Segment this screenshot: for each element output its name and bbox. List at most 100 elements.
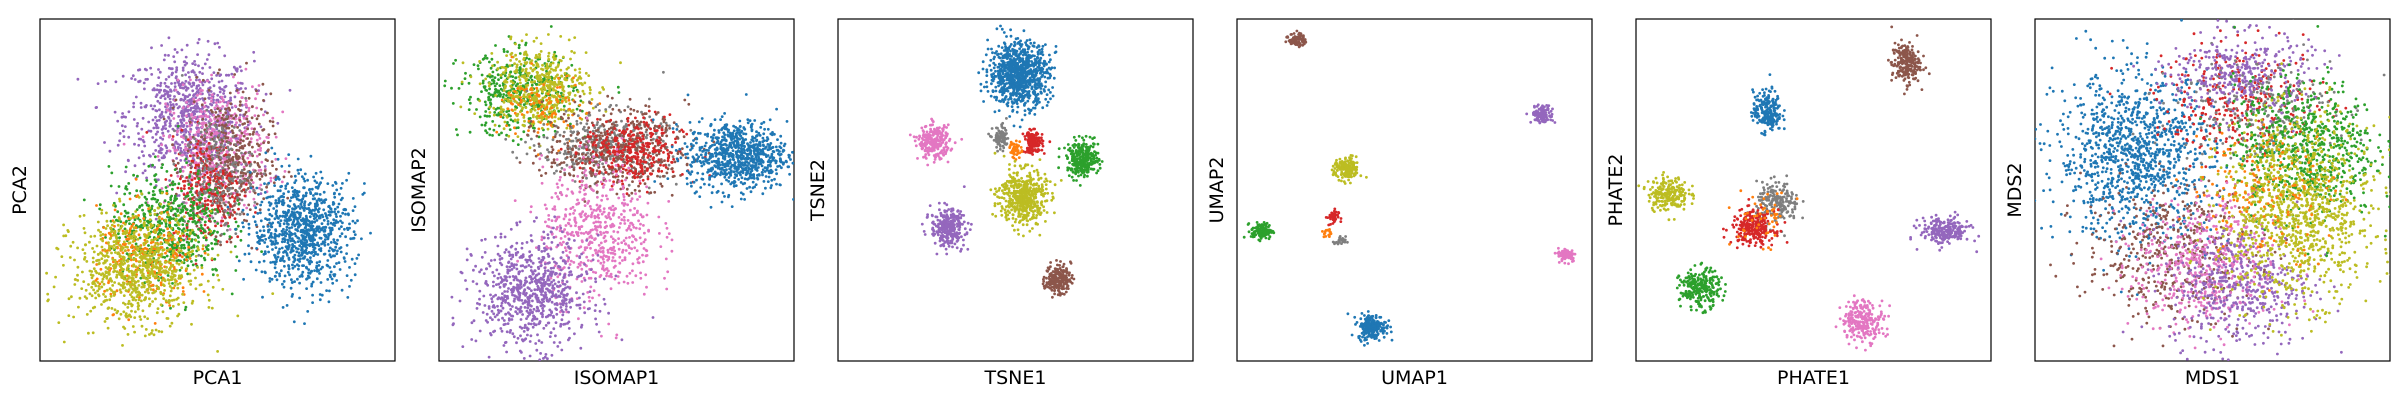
point	[136, 268, 140, 272]
point	[467, 81, 471, 85]
point	[319, 181, 322, 185]
point	[92, 281, 96, 285]
point	[247, 203, 251, 207]
point	[101, 277, 105, 281]
point	[318, 272, 321, 275]
point	[456, 133, 459, 137]
point	[287, 190, 290, 194]
point	[148, 218, 152, 222]
point	[102, 292, 105, 296]
point	[147, 120, 151, 124]
point	[129, 217, 133, 220]
point	[168, 324, 172, 328]
point	[145, 176, 149, 180]
point	[181, 93, 185, 97]
point	[303, 179, 307, 183]
point	[185, 154, 188, 158]
point	[258, 186, 261, 190]
point	[211, 268, 215, 271]
point	[181, 232, 184, 236]
point	[102, 274, 106, 278]
point	[104, 295, 107, 298]
point	[76, 265, 80, 269]
point	[207, 141, 211, 145]
point	[191, 211, 195, 215]
point	[244, 162, 248, 166]
point	[184, 79, 188, 83]
point	[194, 276, 197, 280]
point	[169, 255, 173, 259]
point	[169, 100, 172, 104]
point	[180, 246, 183, 250]
point	[287, 209, 290, 212]
point	[271, 248, 274, 251]
point	[313, 238, 316, 242]
point	[140, 270, 144, 273]
point	[177, 182, 181, 186]
point	[186, 138, 190, 142]
point	[190, 183, 194, 187]
point	[147, 266, 150, 269]
point	[306, 310, 310, 313]
point	[224, 200, 228, 204]
point	[153, 209, 156, 213]
point	[176, 296, 180, 300]
point	[303, 204, 306, 208]
point	[203, 62, 207, 66]
point	[236, 169, 240, 173]
point	[197, 163, 200, 167]
point	[208, 217, 212, 221]
point	[328, 246, 332, 250]
point	[199, 283, 203, 286]
point	[211, 247, 214, 251]
point	[103, 320, 107, 323]
point	[200, 272, 204, 276]
point	[187, 71, 190, 74]
point	[263, 250, 267, 254]
point	[219, 224, 223, 228]
point	[242, 188, 246, 192]
point	[187, 159, 191, 163]
point	[216, 191, 219, 195]
point	[267, 230, 270, 234]
point	[291, 190, 295, 193]
point	[302, 229, 306, 233]
point	[76, 279, 80, 282]
point	[192, 214, 195, 218]
point	[135, 124, 139, 128]
point	[126, 245, 129, 249]
point	[314, 230, 318, 233]
point	[530, 83, 534, 87]
point	[216, 71, 220, 75]
point	[497, 124, 501, 128]
point	[263, 241, 267, 244]
point	[293, 216, 297, 220]
point	[142, 217, 146, 220]
point	[130, 291, 134, 294]
point	[140, 293, 144, 297]
point	[220, 216, 224, 220]
point	[123, 261, 126, 265]
point	[297, 251, 301, 255]
point	[234, 84, 238, 88]
point	[274, 256, 277, 259]
point	[224, 123, 228, 127]
point	[216, 98, 220, 102]
point	[112, 244, 116, 247]
point	[122, 240, 126, 244]
point	[562, 104, 566, 108]
point	[179, 249, 183, 253]
point	[293, 223, 297, 227]
point	[209, 232, 212, 236]
point	[227, 166, 231, 170]
point	[216, 93, 220, 97]
point	[122, 142, 126, 146]
point	[306, 258, 309, 262]
point	[271, 164, 274, 168]
point	[267, 133, 271, 137]
point	[255, 231, 259, 235]
point	[160, 110, 164, 114]
point	[155, 213, 159, 217]
point	[57, 321, 61, 324]
point	[294, 228, 298, 231]
